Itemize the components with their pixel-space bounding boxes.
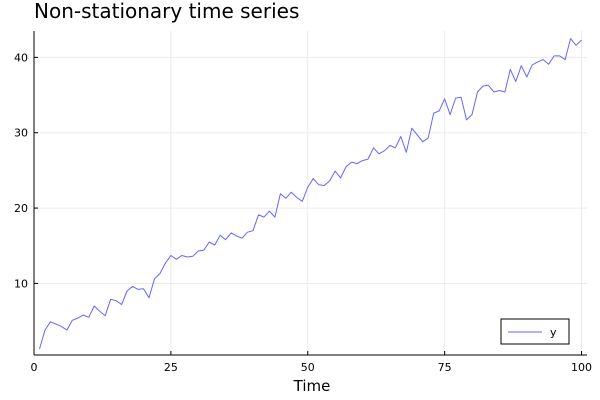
axes (33, 31, 587, 356)
x-tick-label-0: 0 (31, 361, 38, 374)
series-layer (39, 38, 582, 350)
x-tick-label-1: 25 (164, 361, 178, 374)
legend: y (500, 318, 570, 345)
y-tick-label-1: 20 (14, 202, 28, 215)
ticks: 0 25 50 75 100 10 20 30 40 (14, 51, 592, 374)
x-tick-label-3: 75 (438, 361, 452, 374)
x-tick-label-2: 50 (301, 361, 315, 374)
x-axis-label: Time (293, 377, 331, 395)
chart-title: Non-stationary time series (34, 0, 299, 23)
grid (33, 31, 587, 355)
y-tick-label-2: 30 (14, 127, 28, 140)
y-tick-label-3: 40 (14, 51, 28, 64)
x-tick-label-4: 100 (571, 361, 592, 374)
series-line-y (39, 38, 582, 350)
legend-label-y: y (550, 326, 557, 339)
y-tick-label-0: 10 (14, 277, 28, 290)
